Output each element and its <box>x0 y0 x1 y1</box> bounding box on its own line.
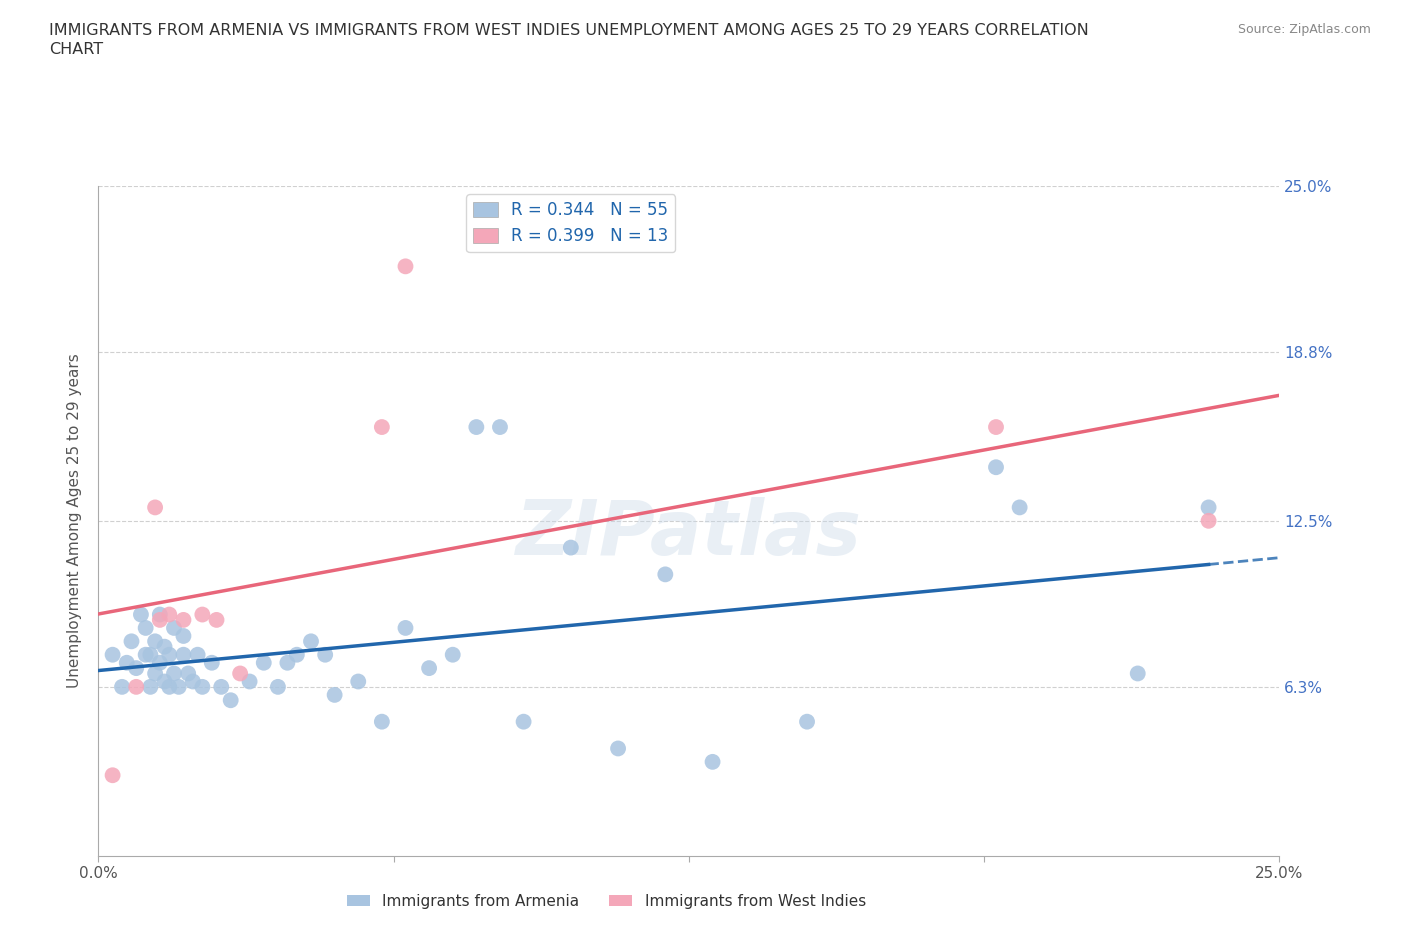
Point <box>299 634 322 649</box>
Point <box>157 607 180 622</box>
Point <box>101 647 124 662</box>
Point <box>984 419 1007 434</box>
Point <box>253 656 276 671</box>
Point <box>984 459 1007 474</box>
Point <box>172 613 194 628</box>
Point <box>267 680 290 695</box>
Legend: Immigrants from Armenia, Immigrants from West Indies: Immigrants from Armenia, Immigrants from… <box>340 888 872 915</box>
Point <box>121 634 143 649</box>
Point <box>135 620 157 635</box>
Point <box>219 693 242 708</box>
Point <box>125 680 148 695</box>
Text: Source: ZipAtlas.com: Source: ZipAtlas.com <box>1237 23 1371 36</box>
Point <box>163 620 186 635</box>
Point <box>157 647 180 662</box>
Point <box>149 656 172 671</box>
Point <box>143 666 166 681</box>
Point <box>323 687 346 702</box>
Point <box>172 629 194 644</box>
Point <box>172 647 194 662</box>
Y-axis label: Unemployment Among Ages 25 to 29 years: Unemployment Among Ages 25 to 29 years <box>67 353 83 688</box>
Point <box>101 768 124 783</box>
Point <box>139 647 162 662</box>
Point <box>181 674 204 689</box>
Point <box>191 607 214 622</box>
Point <box>187 647 209 662</box>
Point <box>560 540 582 555</box>
Point <box>153 674 176 689</box>
Point <box>157 680 180 695</box>
Point <box>607 741 630 756</box>
Point <box>139 680 162 695</box>
Point <box>229 666 252 681</box>
Point <box>702 754 724 769</box>
Point <box>371 419 394 434</box>
Point <box>285 647 308 662</box>
Point <box>371 714 394 729</box>
Point <box>276 656 298 671</box>
Point <box>314 647 336 662</box>
Point <box>177 666 200 681</box>
Point <box>191 680 214 695</box>
Point <box>465 419 488 434</box>
Point <box>347 674 370 689</box>
Point <box>149 607 172 622</box>
Point <box>394 620 416 635</box>
Point <box>489 419 512 434</box>
Point <box>209 680 232 695</box>
Point <box>143 500 166 515</box>
Point <box>1198 513 1220 528</box>
Point <box>418 660 440 675</box>
Point <box>135 647 157 662</box>
Point <box>512 714 534 729</box>
Text: ZIPatlas: ZIPatlas <box>516 498 862 571</box>
Point <box>125 660 148 675</box>
Point <box>394 259 416 273</box>
Point <box>129 607 152 622</box>
Point <box>163 666 186 681</box>
Point <box>1198 500 1220 515</box>
Point <box>201 656 224 671</box>
Point <box>149 613 172 628</box>
Point <box>654 567 676 582</box>
Point <box>1126 666 1149 681</box>
Point <box>143 634 166 649</box>
Point <box>796 714 818 729</box>
Point <box>153 639 176 654</box>
Text: IMMIGRANTS FROM ARMENIA VS IMMIGRANTS FROM WEST INDIES UNEMPLOYMENT AMONG AGES 2: IMMIGRANTS FROM ARMENIA VS IMMIGRANTS FR… <box>49 23 1090 38</box>
Point <box>111 680 134 695</box>
Point <box>115 656 138 671</box>
Point <box>205 613 228 628</box>
Point <box>167 680 190 695</box>
Text: CHART: CHART <box>49 42 103 57</box>
Point <box>441 647 464 662</box>
Point <box>239 674 262 689</box>
Point <box>1008 500 1031 515</box>
